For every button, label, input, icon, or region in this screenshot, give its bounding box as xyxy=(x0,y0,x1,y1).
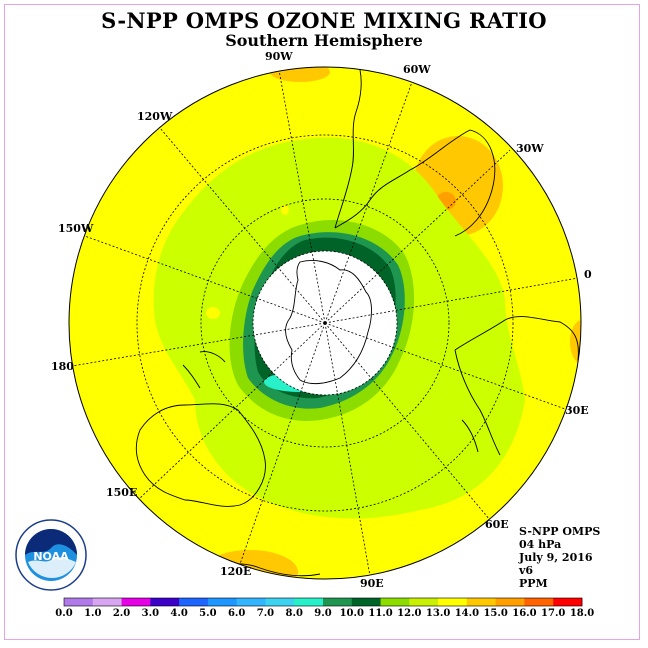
colorbar-tick-label: 5.0 xyxy=(199,608,217,619)
colorbar-tick-label: 17.0 xyxy=(541,608,566,619)
colorbar-tick-label: 11.0 xyxy=(368,608,393,619)
figure-frame xyxy=(4,4,640,640)
map-subtitle: Southern Hemisphere xyxy=(225,31,423,50)
colorbar-swatch xyxy=(351,598,381,606)
colorbar-tick-label: 6.0 xyxy=(227,608,246,619)
lon-label-0: 0 xyxy=(584,268,592,281)
colorbar-swatch xyxy=(150,598,180,606)
colorbar-swatch xyxy=(323,598,353,606)
lon-label-90w: 90W xyxy=(265,50,293,63)
noaa-logo-icon: NOAA xyxy=(15,519,87,591)
colorbar-swatch xyxy=(466,598,497,606)
colorbar-tick-label: 12.0 xyxy=(397,608,422,619)
colorbar-swatch xyxy=(294,598,324,606)
lon-label-30e: 30E xyxy=(565,404,589,417)
lon-label-90e: 90E xyxy=(360,577,384,590)
lon-label-120e: 120E xyxy=(220,565,252,578)
noaa-logo-text: NOAA xyxy=(33,550,69,563)
colorbar-swatch xyxy=(553,598,583,606)
lon-label-60e: 60E xyxy=(485,518,509,531)
colorbar-tick-label: 10.0 xyxy=(339,608,364,619)
info-block: S-NPP OMPS 04 hPa July 9, 2016 v6 PPM xyxy=(519,525,600,590)
colorbar-swatch xyxy=(121,598,151,606)
info-units: PPM xyxy=(519,577,548,590)
info-level: 04 hPa xyxy=(519,538,562,551)
map-title: S-NPP OMPS OZONE MIXING RATIO xyxy=(101,8,547,33)
lon-label-30w: 30W xyxy=(516,142,544,155)
colorbar-swatch xyxy=(495,598,525,606)
colorbar-tick-label: 1.0 xyxy=(84,608,102,619)
colorbar-swatch xyxy=(380,598,410,606)
info-version: v6 xyxy=(519,564,534,577)
colorbar-tick-label: 7.0 xyxy=(256,608,275,619)
colorbar-swatch xyxy=(409,598,439,606)
colorbar-swatch xyxy=(207,598,238,606)
lon-label-150e: 150E xyxy=(106,486,138,499)
colorbar-tick-label: 9.0 xyxy=(314,608,332,619)
colorbar-swatch xyxy=(524,598,554,606)
colorbar-swatch xyxy=(265,598,295,606)
lon-label-150w: 150W xyxy=(58,222,94,235)
colorbar-swatch xyxy=(438,598,468,606)
colorbar-tick-label: 0.0 xyxy=(55,608,73,619)
lon-label-180: 180 xyxy=(51,360,74,373)
info-instrument: S-NPP OMPS xyxy=(519,525,601,538)
colorbar-tick-label: 8.0 xyxy=(285,608,303,619)
colorbar-swatch xyxy=(179,598,209,606)
lon-label-60w: 60W xyxy=(403,63,431,76)
colorbar-swatch xyxy=(236,598,266,606)
colorbar-swatch xyxy=(92,598,122,606)
colorbar-tick-label: 4.0 xyxy=(170,608,188,619)
info-date: July 9, 2016 xyxy=(519,551,593,564)
colorbar-tick-label: 2.0 xyxy=(112,608,131,619)
colorbar-tick-label: 13.0 xyxy=(425,608,451,619)
colorbar-tick-label: 15.0 xyxy=(483,608,508,619)
colorbar-tick-label: 18.0 xyxy=(569,608,595,619)
colorbar xyxy=(63,597,583,607)
colorbar-tick-label: 14.0 xyxy=(454,608,480,619)
lon-label-120w: 120W xyxy=(137,110,173,123)
colorbar-tick-label: 16.0 xyxy=(512,608,537,619)
colorbar-swatch xyxy=(64,598,94,606)
colorbar-tick-label: 3.0 xyxy=(141,608,160,619)
